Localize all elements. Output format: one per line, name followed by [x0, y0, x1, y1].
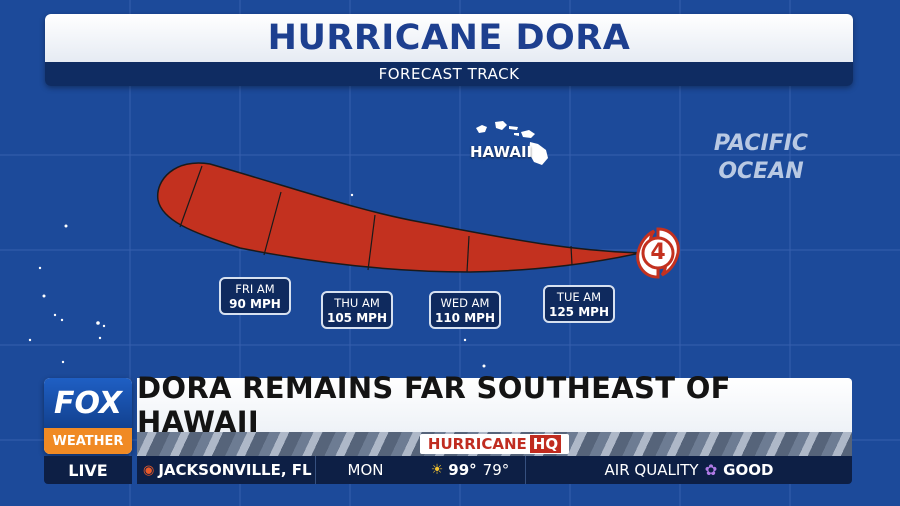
- forecast-wind: 105 MPH: [326, 311, 387, 325]
- ocean-label: PACIFIC OCEAN: [698, 130, 824, 186]
- ticker-temps: ☀ 99° 79°: [415, 456, 525, 484]
- forecast-day: THU AM: [334, 296, 380, 310]
- fox-weather-logo: FOX WEATHER: [44, 378, 132, 454]
- forecast-wind: 125 MPH: [548, 305, 609, 319]
- logo-weather: WEATHER: [44, 428, 132, 454]
- weather-ticker: ◉ JACKSONVILLE, FL MON ☀ 99° 79° AIR QUA…: [137, 456, 852, 484]
- ticker-location: ◉ JACKSONVILLE, FL: [137, 456, 315, 484]
- forecast-wind: 90 MPH: [229, 297, 281, 311]
- forecast-box-wed: WED AM 110 MPH: [429, 291, 501, 329]
- hurricane-hq-badge: HURRICANE HQ: [419, 434, 570, 454]
- forecast-day: TUE AM: [556, 290, 602, 304]
- ticker-air-quality: AIR QUALITY ✿ GOOD: [525, 456, 852, 484]
- forecast-day: WED AM: [440, 296, 490, 310]
- hawaii-label: HAWAII: [470, 143, 533, 161]
- forecast-box-thu: THU AM 105 MPH: [321, 291, 393, 329]
- forecast-box-tue: TUE AM 125 MPH: [543, 285, 615, 323]
- title-bar: HURRICANE DORA: [45, 14, 853, 62]
- headline-bar: DORA REMAINS FAR SOUTHEAST OF HAWAII: [137, 371, 852, 439]
- forecast-day: FRI AM: [235, 282, 275, 296]
- ticker-location-text: JACKSONVILLE, FL: [158, 461, 312, 479]
- sun-icon: ☀: [430, 462, 444, 478]
- atolls: [28, 193, 486, 368]
- title-banner: HURRICANE DORA FORECAST TRACK: [45, 14, 853, 86]
- air-quality-label: AIR QUALITY: [604, 461, 699, 479]
- hq-suffix: HQ: [529, 435, 562, 453]
- forecast-wind: 110 MPH: [434, 311, 495, 325]
- hurricane-icon: [636, 227, 680, 279]
- location-pin-icon: ◉: [143, 462, 155, 478]
- ocean-label-line1: PACIFIC: [713, 131, 809, 156]
- logo-fox: FOX: [44, 378, 132, 428]
- storm-category: 4: [650, 240, 666, 265]
- hurricane-hq-bar: HURRICANE HQ: [137, 432, 852, 456]
- page-subtitle: FORECAST TRACK: [378, 65, 520, 83]
- flower-icon: ✿: [704, 461, 718, 479]
- ticker-high: 99°: [448, 461, 477, 479]
- forecast-box-fri: FRI AM 90 MPH: [219, 277, 291, 315]
- forecast-cone: [157, 162, 641, 273]
- ticker-low: 79°: [482, 461, 510, 479]
- page-title: HURRICANE DORA: [267, 18, 631, 58]
- headline-text: DORA REMAINS FAR SOUTHEAST OF HAWAII: [137, 371, 731, 439]
- hq-word: HURRICANE: [427, 435, 527, 453]
- ticker-day: MON: [315, 456, 415, 484]
- ocean-label-line2: OCEAN: [718, 159, 804, 184]
- air-quality-value: GOOD: [723, 461, 774, 479]
- live-indicator: LIVE: [44, 456, 132, 484]
- subtitle-bar: FORECAST TRACK: [45, 62, 853, 86]
- hawaii-islands: [476, 121, 548, 165]
